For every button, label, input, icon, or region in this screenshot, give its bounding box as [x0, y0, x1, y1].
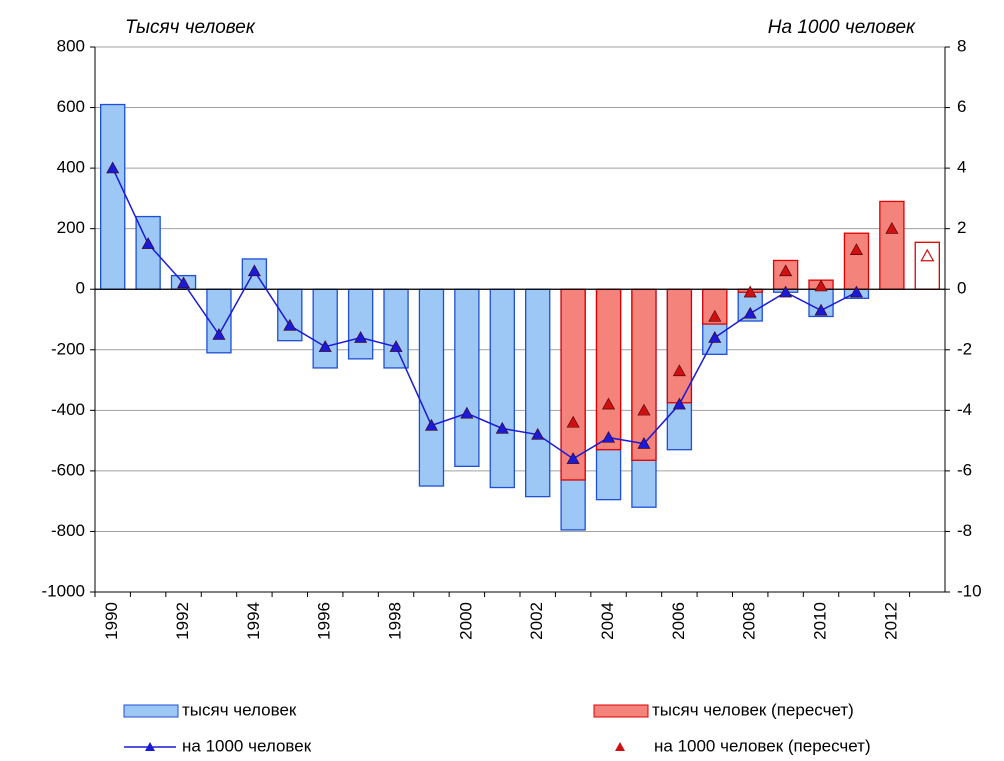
marker	[106, 161, 120, 174]
x-tick-label: 1998	[386, 602, 405, 640]
marker	[814, 279, 828, 292]
y2-tick-label: 4	[957, 158, 966, 177]
marker	[849, 243, 863, 255]
marker	[637, 403, 651, 416]
line	[112, 167, 857, 460]
bar	[560, 288, 586, 481]
x-tick-label: 2002	[527, 602, 546, 640]
legend-marker	[145, 742, 155, 751]
marker	[424, 418, 438, 431]
marker	[460, 406, 474, 419]
marker	[637, 437, 651, 449]
y-tick-label: -400	[51, 400, 85, 419]
bar	[525, 288, 551, 498]
bar	[489, 288, 515, 489]
x-tick-label: 2006	[669, 602, 688, 640]
y2-axis-title: На 1000 человек	[768, 17, 916, 38]
marker	[212, 328, 226, 340]
y2-tick-label: -6	[957, 460, 972, 479]
bar	[454, 288, 480, 467]
marker	[708, 309, 722, 322]
y2-tick-label: 2	[957, 218, 966, 237]
x-tick-label: 2008	[740, 602, 759, 640]
bar	[347, 288, 374, 360]
x-tick-label: 1994	[244, 602, 263, 640]
marker	[531, 427, 545, 440]
y2-tick-label: 8	[957, 36, 966, 55]
y-tick-label: -200	[51, 339, 85, 358]
marker	[177, 276, 191, 289]
y-tick-label: 200	[57, 218, 85, 237]
marker	[141, 237, 155, 249]
legend-swatch	[593, 704, 649, 718]
marker	[814, 303, 828, 316]
bar	[879, 200, 905, 290]
y-tick-label: -1000	[42, 581, 85, 600]
marker	[743, 306, 757, 319]
marker	[495, 421, 509, 434]
x-tick-label: 1996	[315, 602, 334, 640]
bar	[666, 288, 693, 404]
bar	[418, 288, 445, 487]
bar	[383, 288, 409, 369]
x-tick-label: 1990	[102, 602, 121, 640]
legend-label: на 1000 человек (пересчет)	[654, 736, 871, 755]
x-tick-label: 2004	[598, 602, 617, 640]
y-tick-label: 800	[57, 36, 85, 55]
marker	[283, 318, 297, 331]
marker	[743, 285, 757, 298]
y2-tick-label: -8	[957, 521, 972, 540]
bar	[277, 288, 303, 342]
bar	[914, 241, 940, 290]
y2-tick-label: -10	[957, 581, 982, 600]
x-tick-label: 2012	[881, 602, 900, 640]
bar	[843, 232, 870, 290]
marker	[708, 331, 722, 343]
marker	[849, 285, 863, 298]
y-tick-label: -600	[51, 460, 85, 479]
marker	[247, 264, 261, 277]
y-tick-label: 600	[57, 97, 85, 116]
bar	[100, 103, 126, 290]
legend-label: тысяч человек (пересчет)	[652, 700, 854, 719]
marker	[779, 285, 793, 298]
marker	[672, 397, 686, 410]
y-tick-label: -800	[51, 521, 85, 540]
marker	[354, 331, 368, 343]
marker	[779, 264, 793, 277]
y-tick-label: 400	[57, 158, 85, 177]
x-tick-label: 1992	[173, 602, 192, 640]
legend-label: тысяч человек	[182, 700, 297, 719]
bar	[312, 288, 338, 369]
marker	[885, 222, 899, 234]
marker	[920, 248, 935, 262]
legend-label: на 1000 человек	[182, 736, 312, 755]
y2-tick-label: -2	[957, 339, 972, 358]
marker	[566, 415, 580, 428]
marker	[318, 340, 332, 352]
legend-swatch	[123, 704, 179, 718]
y2-tick-label: -4	[957, 400, 972, 419]
marker	[672, 364, 686, 377]
marker	[602, 397, 616, 410]
x-tick-label: 2010	[811, 602, 830, 640]
x-tick-label: 2000	[456, 602, 475, 640]
y-axis-title: Тысяч человек	[125, 17, 256, 38]
marker	[602, 430, 616, 443]
y2-tick-label: 6	[957, 97, 966, 116]
y2-tick-label: 0	[957, 279, 966, 298]
bar	[595, 288, 622, 451]
y-tick-label: 0	[76, 279, 85, 298]
legend-marker	[615, 742, 625, 751]
marker	[566, 452, 580, 464]
marker	[389, 340, 403, 352]
